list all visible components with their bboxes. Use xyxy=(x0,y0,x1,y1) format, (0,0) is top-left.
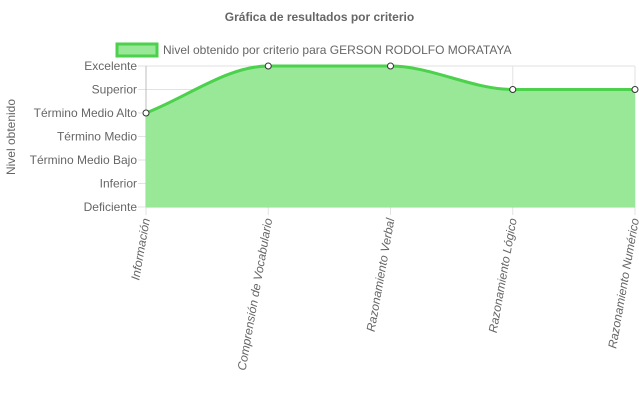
x-tick-labels: Información Comprensión de Vocabulario Raz… xyxy=(128,217,639,372)
y-tick-label: Superior xyxy=(92,83,137,97)
x-tick-label: Razonamiento Lógico xyxy=(486,217,520,334)
legend[interactable]: Nivel obtenido por criterio para GERSON … xyxy=(115,42,512,58)
data-points xyxy=(142,62,639,117)
data-point[interactable] xyxy=(142,109,150,117)
x-tick-label: Comprensión de Vocabulario xyxy=(235,217,276,372)
data-point[interactable] xyxy=(631,86,639,93)
legend-swatch xyxy=(115,42,159,58)
x-tick-label: Razonamiento Verbal xyxy=(364,217,398,333)
y-tick-label: Término Medio Bajo xyxy=(30,153,138,167)
y-tick-label: Inferior xyxy=(100,177,137,191)
y-tick-label: Deficiente xyxy=(84,200,138,214)
x-tick-label: Razonamiento Numérico xyxy=(605,217,639,350)
series-area xyxy=(146,66,635,207)
y-tick-label: Excelente xyxy=(84,59,137,73)
y-tick-labels: Deficiente Inferior Término Medio Bajo Térm… xyxy=(30,59,138,214)
y-axis-label: Nivel obtenido xyxy=(4,99,18,175)
plot-area xyxy=(145,64,635,207)
data-point[interactable] xyxy=(264,62,272,70)
data-point[interactable] xyxy=(509,86,517,93)
y-tick-label: Término Medio Alto xyxy=(34,106,138,120)
legend-label: Nivel obtenido por criterio para GERSON … xyxy=(163,43,512,57)
data-point[interactable] xyxy=(387,62,394,70)
y-tick-label: Término Medio xyxy=(57,130,137,144)
x-tick-label: Información xyxy=(128,217,153,281)
chart-title: Gráfica de resultados por criterio xyxy=(225,10,414,24)
